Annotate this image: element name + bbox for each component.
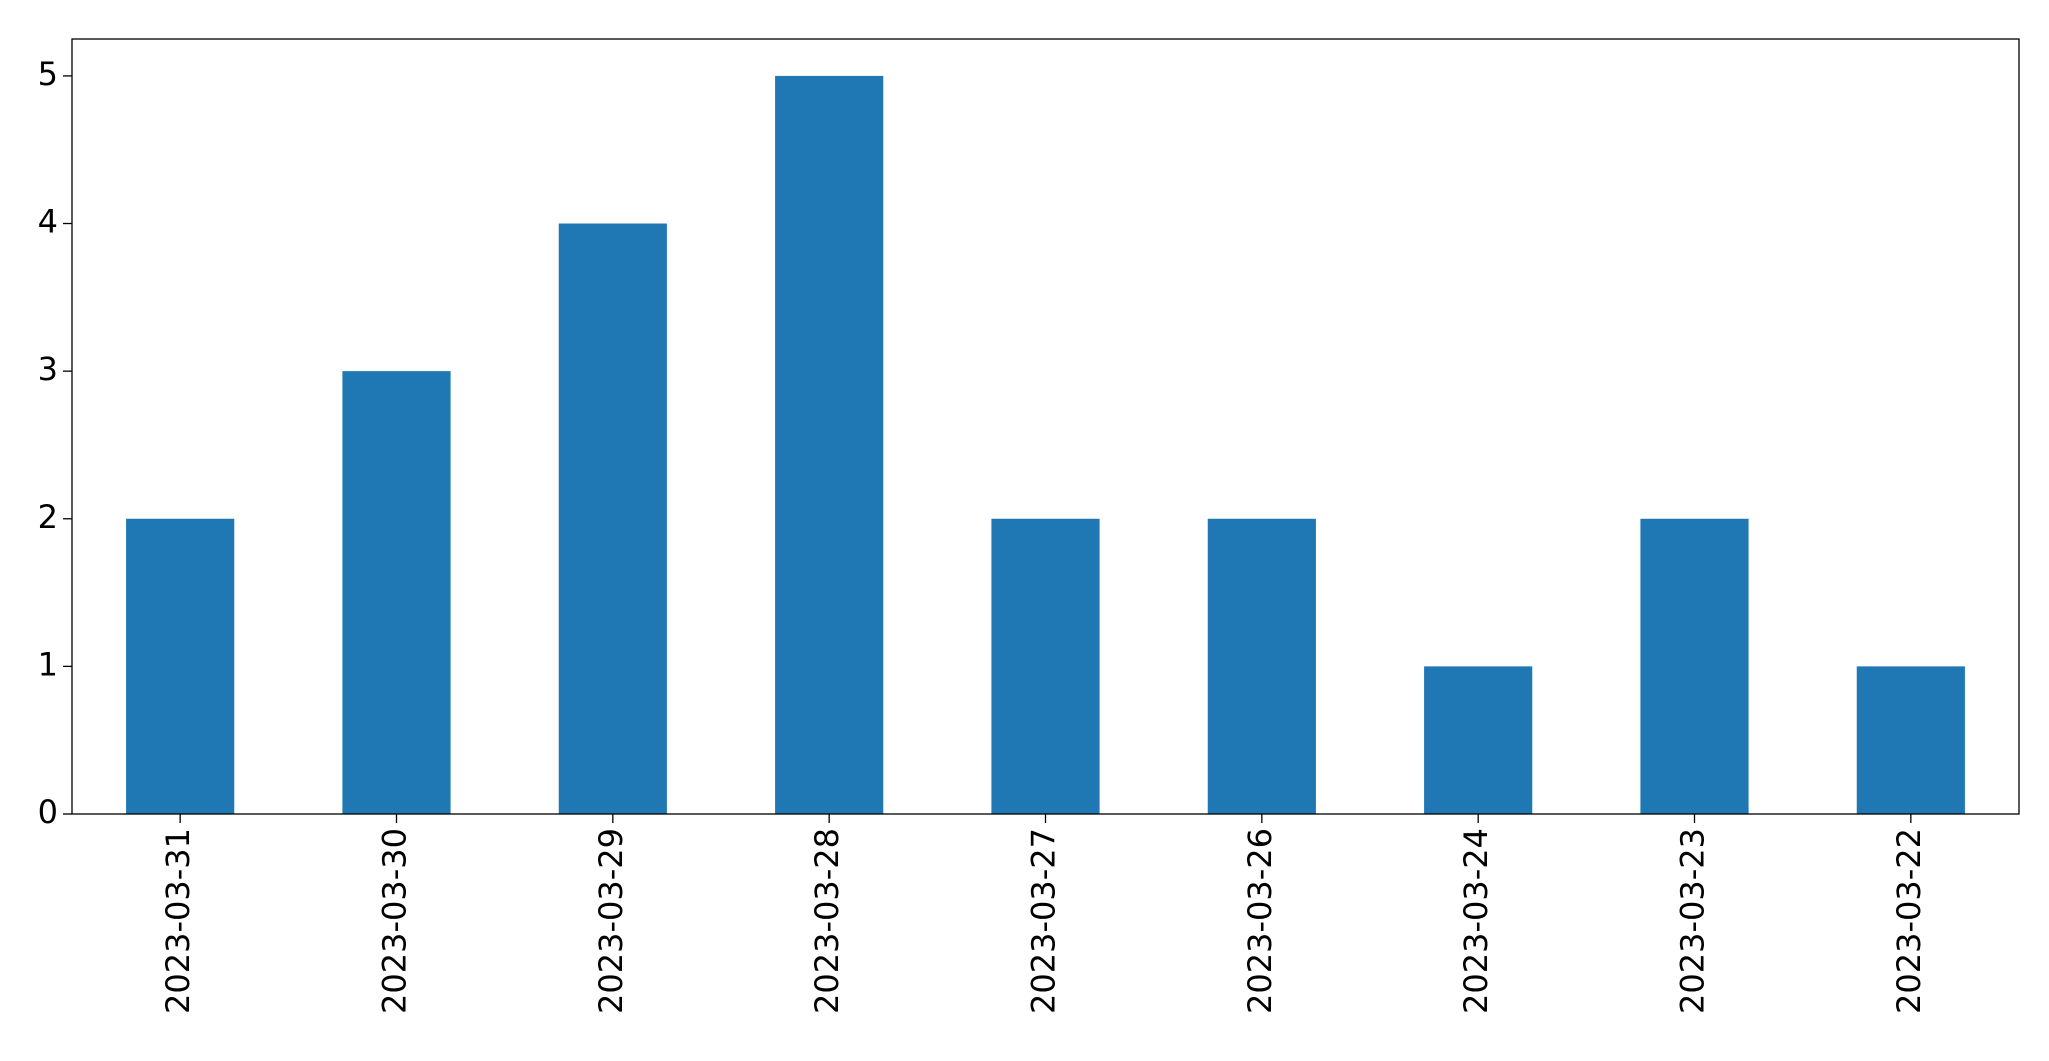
x-tick-label: 2023-03-23 <box>1674 828 1712 1014</box>
x-tick-label: 2023-03-27 <box>1025 828 1063 1014</box>
x-tick-label: 2023-03-24 <box>1457 828 1495 1014</box>
bar <box>1207 518 1316 814</box>
x-tick-label: 2023-03-30 <box>376 828 414 1014</box>
bar <box>126 518 235 814</box>
bar <box>342 371 451 814</box>
x-tick-label: 2023-03-26 <box>1241 828 1279 1014</box>
bar <box>1856 666 1965 814</box>
plot-frame <box>71 38 2020 815</box>
y-tick-label: 2 <box>38 498 58 536</box>
x-tick-label: 2023-03-29 <box>592 828 630 1014</box>
bar <box>1424 666 1533 814</box>
y-tick-label: 4 <box>38 203 58 241</box>
x-tick-label: 2023-03-31 <box>159 828 197 1014</box>
y-tick-label: 3 <box>38 350 58 388</box>
bar <box>775 75 884 814</box>
y-tick-label: 5 <box>38 55 58 93</box>
y-tick-label: 1 <box>38 645 58 683</box>
x-tick-label: 2023-03-28 <box>808 828 846 1014</box>
x-tick-label: 2023-03-22 <box>1890 828 1928 1014</box>
bar <box>558 223 667 814</box>
bar <box>1640 518 1749 814</box>
bar <box>991 518 1100 814</box>
y-tick-label: 0 <box>38 793 58 831</box>
